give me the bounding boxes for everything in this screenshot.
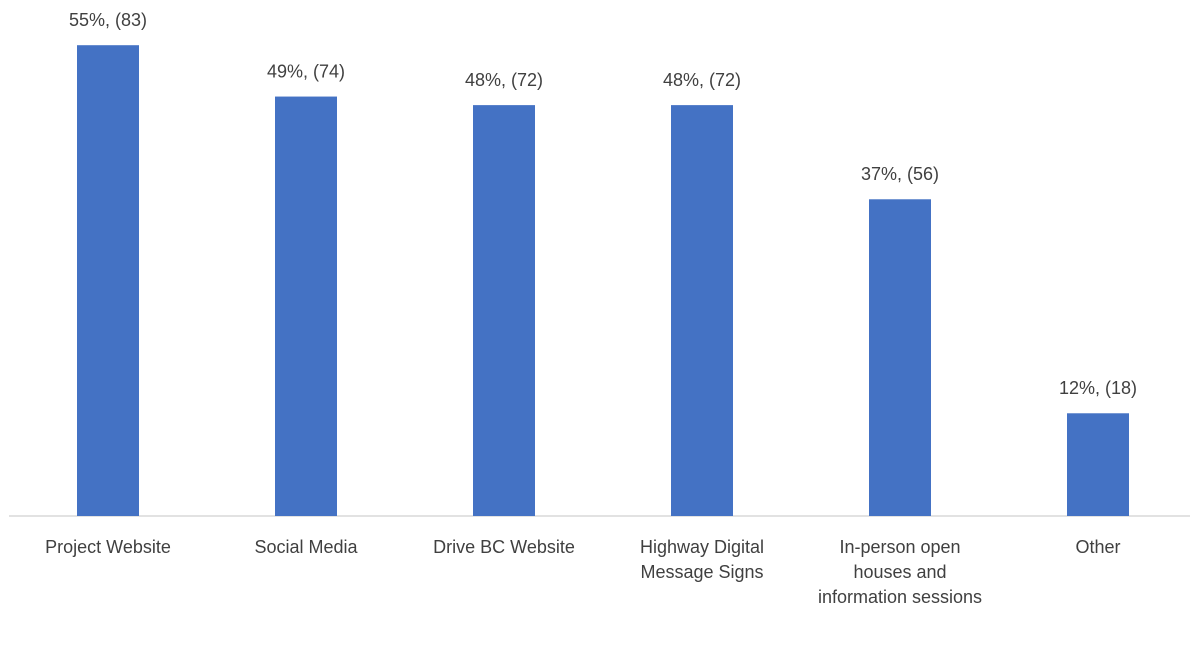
x-tick-label: Highway Digital Message Signs — [640, 537, 764, 582]
data-label: 49%, (74) — [267, 61, 345, 81]
x-tick-label: Project Website — [45, 537, 171, 557]
bar — [671, 105, 733, 517]
data-label: 48%, (72) — [465, 70, 543, 90]
data-label: 12%, (18) — [1059, 378, 1137, 398]
bar — [77, 45, 139, 516]
data-label: 55%, (83) — [69, 10, 147, 30]
x-tick-label: In-person open houses and information sess… — [818, 537, 982, 607]
data-label: 48%, (72) — [663, 70, 741, 90]
bar — [275, 96, 337, 516]
bar — [1067, 413, 1129, 516]
data-label: 37%, (56) — [861, 164, 939, 184]
x-tick-label: Other — [1075, 537, 1120, 557]
bar — [473, 105, 535, 517]
x-tick-label: Social Media — [254, 537, 358, 557]
bar — [869, 199, 931, 516]
x-tick-label: Drive BC Website — [433, 537, 575, 557]
